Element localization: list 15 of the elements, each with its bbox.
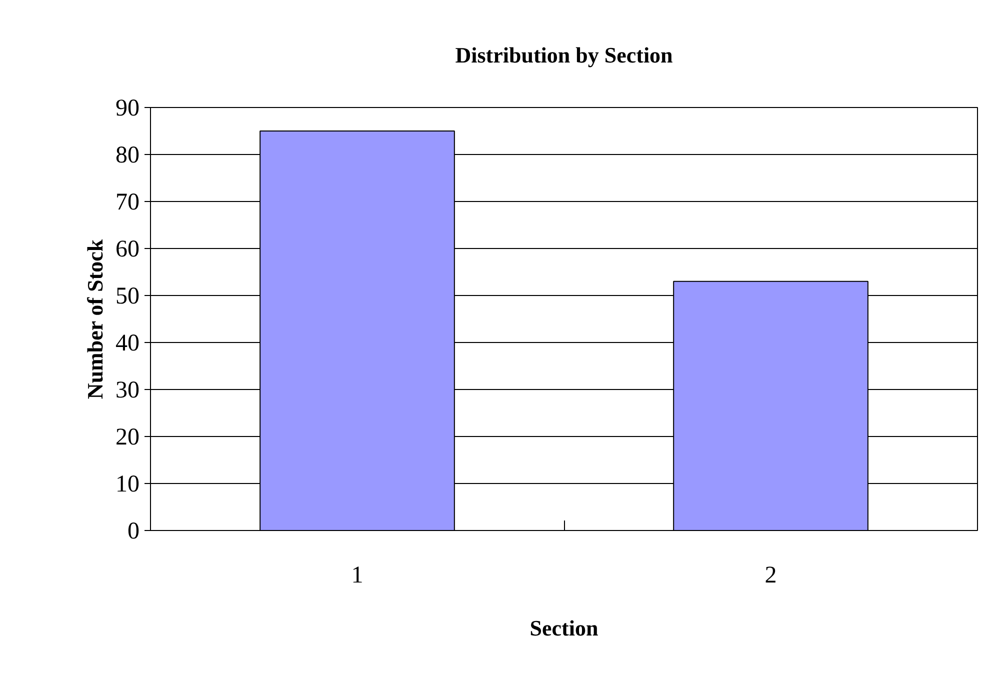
- y-tick-label: 60: [116, 236, 140, 262]
- y-tick-label: 80: [116, 142, 140, 168]
- y-tick-label: 0: [128, 518, 140, 544]
- y-axis-title: Number of Stock: [82, 238, 108, 400]
- y-tick-label: 50: [116, 284, 140, 310]
- y-tick-label: 90: [116, 96, 140, 122]
- y-tick-label: 20: [116, 424, 140, 450]
- x-tick-label: 1: [351, 562, 364, 588]
- y-tick-label: 40: [116, 330, 140, 356]
- chart-title: Distribution by Section: [455, 42, 673, 68]
- y-tick-label: 70: [116, 190, 140, 216]
- y-tick-label: 30: [116, 378, 140, 404]
- x-tick-label: 2: [764, 562, 777, 588]
- x-axis-title: Section: [530, 616, 598, 640]
- y-tick-label: 10: [116, 472, 140, 498]
